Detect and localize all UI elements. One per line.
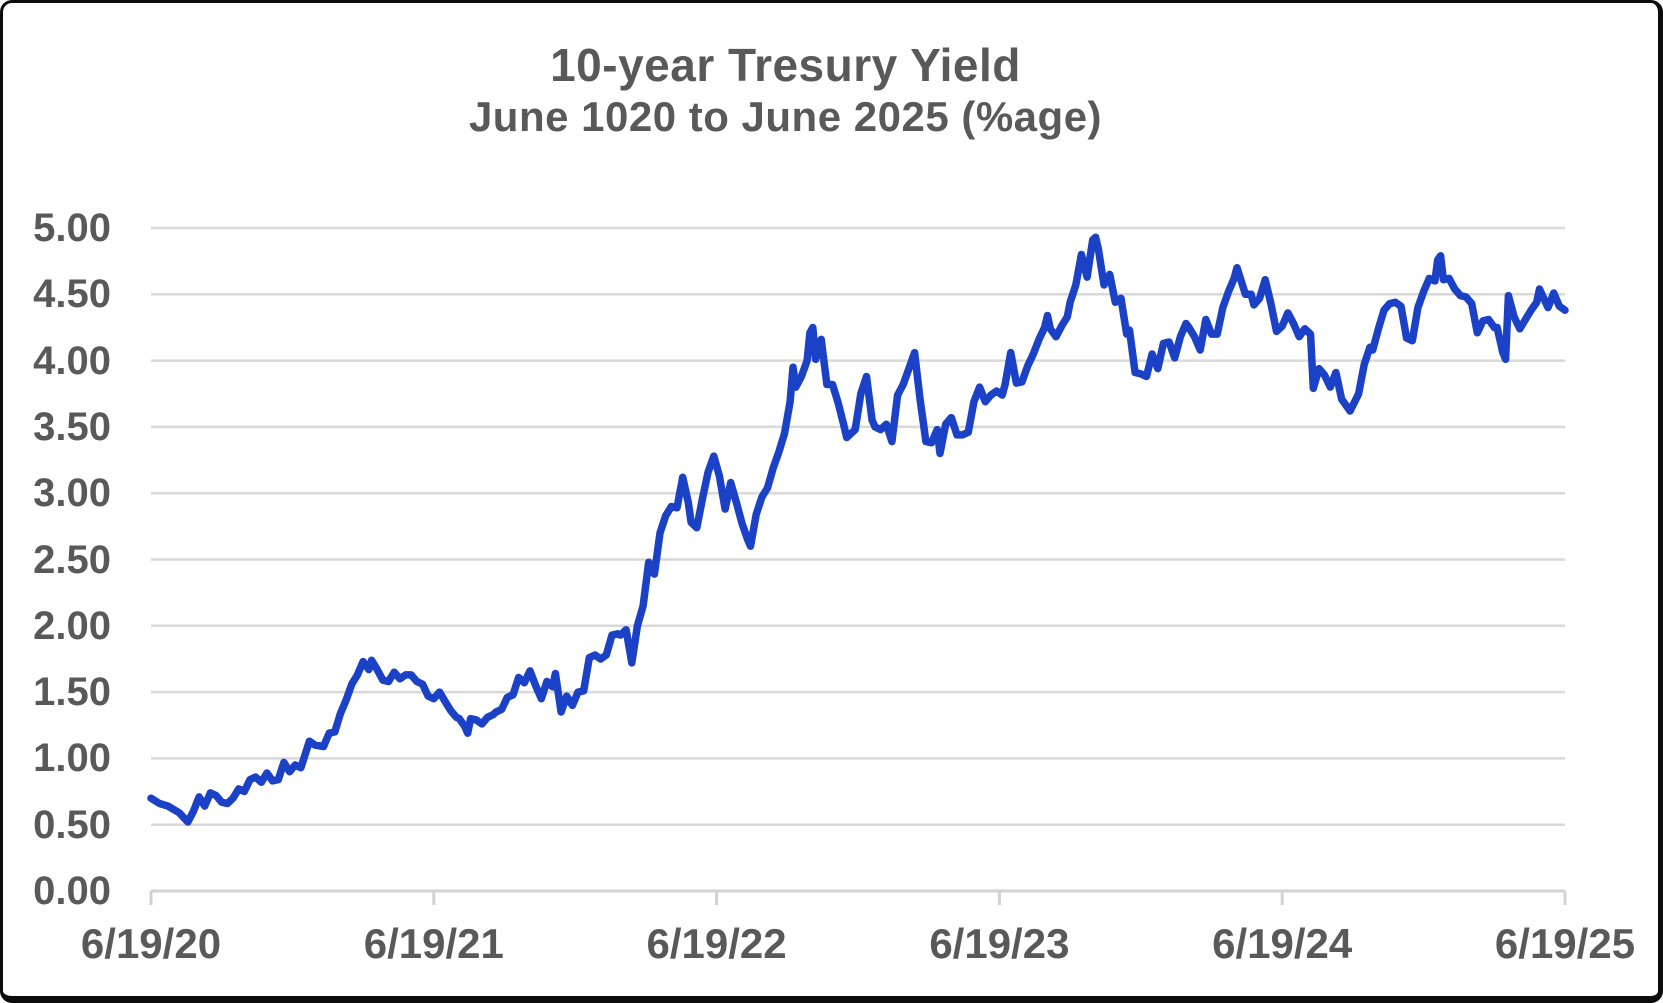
y-axis-label: 5.00	[33, 206, 111, 250]
yield-line-series	[147, 233, 1569, 826]
x-axis-label: 6/19/22	[646, 920, 787, 967]
y-axis-label: 0.50	[33, 802, 111, 847]
y-axis-label: 2.00	[33, 603, 111, 648]
x-axis-label: 6/19/23	[929, 920, 1070, 967]
x-axis-label: 6/19/24	[1212, 920, 1353, 967]
y-axis-label: 1.00	[33, 736, 111, 781]
y-axis-label: 0.00	[33, 869, 111, 913]
y-axis-label: 1.50	[33, 670, 111, 715]
y-axis-label: 3.50	[33, 404, 111, 449]
x-axis-label: 6/19/21	[363, 920, 504, 967]
x-axis-label: 6/19/20	[80, 920, 222, 967]
chart-subtitle: June 1020 to June 2025 (%age)	[468, 92, 1103, 140]
chart-title: 10-year Tresury Yield	[550, 39, 1021, 91]
y-axis-label: 4.00	[33, 338, 111, 383]
x-axis-label: 6/19/25	[1494, 920, 1636, 967]
y-axis-label: 3.00	[33, 471, 111, 516]
y-axis-label: 4.50	[33, 272, 111, 317]
line-chart	[147, 226, 1569, 905]
y-axis-label: 2.50	[33, 537, 111, 582]
title-block: 10-year Tresury Yield June 1020 to June …	[3, 39, 1568, 142]
treasury-yield-line	[147, 233, 1569, 826]
gridlines	[151, 226, 1565, 826]
x-axis	[149, 889, 1567, 905]
